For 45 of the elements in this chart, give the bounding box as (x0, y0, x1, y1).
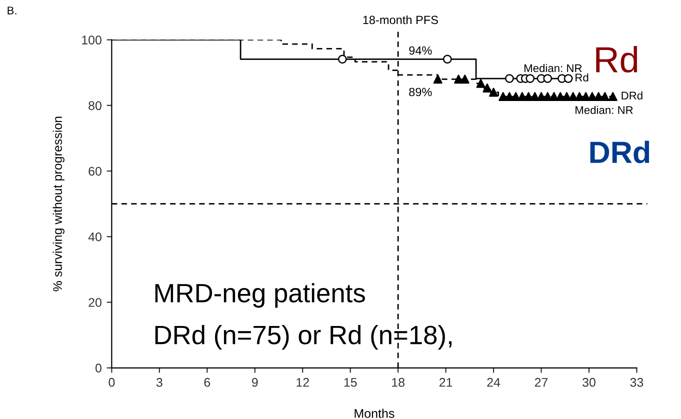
y-tick-label: 100 (82, 36, 102, 44)
text: B. (8, 6, 16, 14)
x-tick-label: 27 (534, 378, 548, 387)
x-tick-label: 15 (344, 378, 357, 387)
x-tick-label: 12 (296, 378, 309, 387)
point (550, 92, 558, 102)
point (482, 84, 492, 93)
x-tick-label: 30 (582, 378, 596, 387)
annotation: 89% (409, 88, 432, 96)
x-tick-label: 9 (252, 378, 258, 387)
point (442, 54, 452, 64)
y-tick-label: 20 (88, 298, 102, 307)
y-tick-label: 80 (88, 101, 102, 110)
annotation: MRD-neg patients (155, 283, 365, 308)
y-axis-title: % surviving without progression (52, 116, 64, 292)
annotation: DRd (590, 140, 650, 164)
text: 18-month PFS (363, 15, 438, 24)
annotation: Median: NR (524, 64, 582, 72)
point (608, 92, 618, 102)
series-label: DRd (622, 91, 642, 100)
annotation: 94% (409, 46, 432, 55)
x-tick-label: 24 (487, 378, 500, 387)
x-tick-label: 21 (439, 378, 452, 387)
point (526, 74, 535, 83)
series-label: Rd (576, 73, 588, 82)
x-tick-label: 33 (630, 378, 644, 387)
x-tick-label: 0 (108, 378, 115, 387)
annotation: Median: NR (576, 106, 633, 114)
point (543, 74, 552, 83)
annotation: Rd (596, 46, 638, 73)
x-axis-title: Months (354, 408, 394, 418)
y-tick-label: 40 (88, 232, 102, 242)
annotation: DRd (n=75) or Rd (n=18), (155, 324, 452, 350)
point (338, 54, 347, 64)
point (505, 74, 514, 83)
x-tick-label: 18 (392, 378, 404, 387)
point (460, 74, 470, 84)
point (476, 78, 486, 88)
point (489, 88, 498, 97)
point (564, 74, 573, 83)
y-tick-label: 0 (96, 364, 102, 373)
point (433, 74, 442, 84)
y-tick-label: 60 (88, 166, 102, 176)
x-tick-label: 6 (204, 378, 210, 387)
x-tick-label: 3 (156, 378, 162, 387)
